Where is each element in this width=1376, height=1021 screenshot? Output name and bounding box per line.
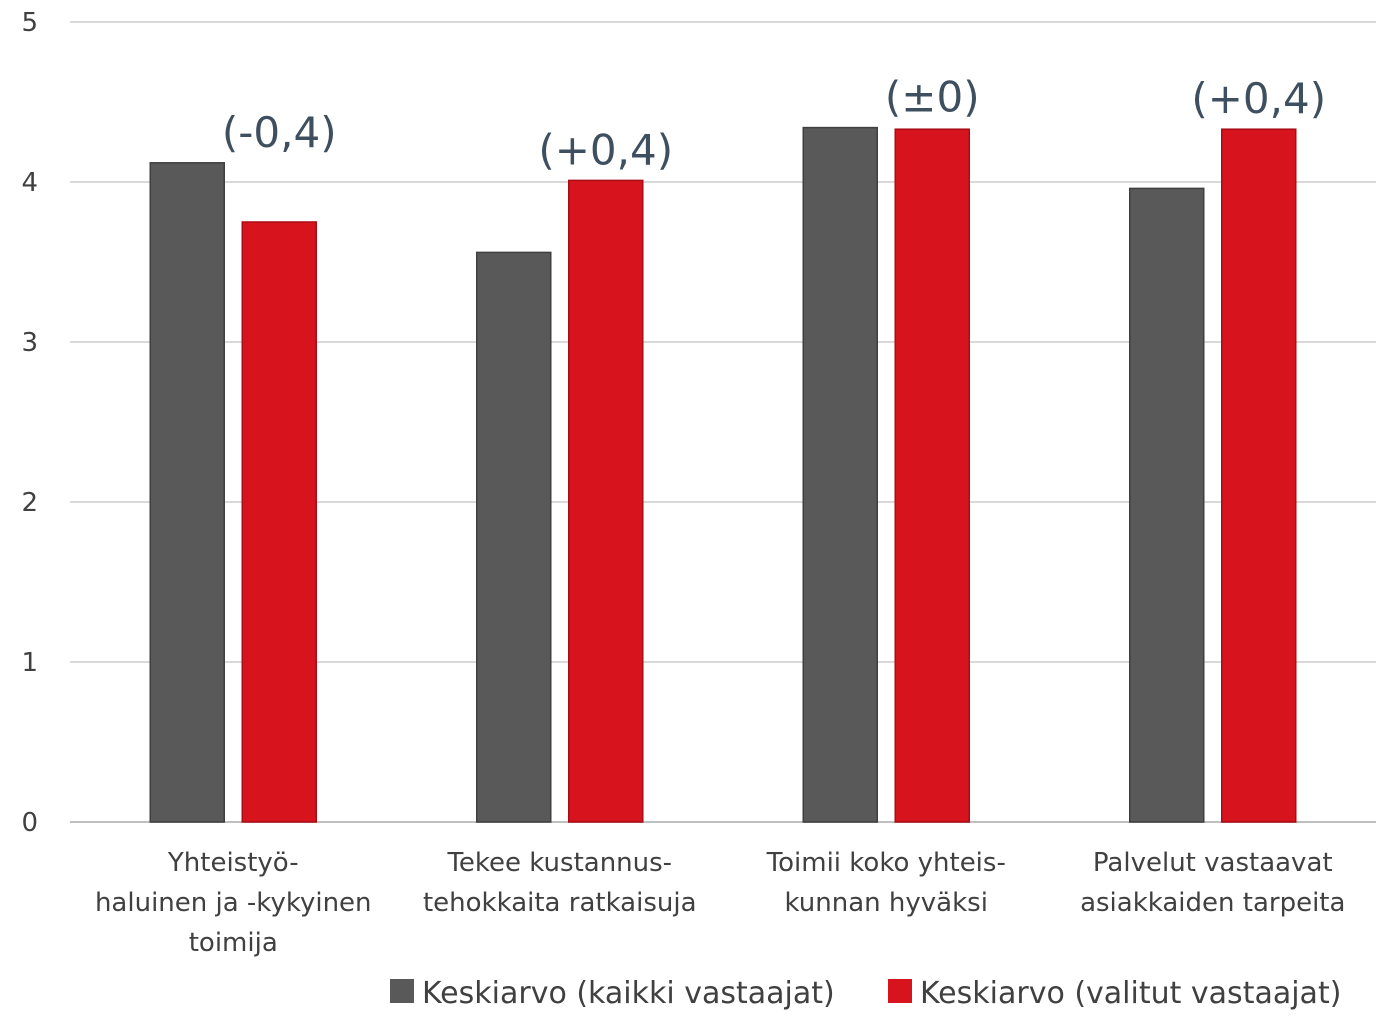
x-category-label: Palvelut vastaavat xyxy=(1093,848,1333,878)
legend-label: Keskiarvo (valitut vastaajat) xyxy=(920,976,1341,1011)
bar-all-respondents xyxy=(476,251,552,823)
x-category-label: haluinen ja -kykyinen xyxy=(95,888,372,918)
x-category-label: tehokkaita ratkaisuja xyxy=(423,888,697,918)
x-category-label: toimija xyxy=(189,928,278,958)
bars xyxy=(149,126,1297,823)
bar-all-respondents xyxy=(1129,187,1205,823)
x-category-label: kunnan hyväksi xyxy=(785,888,988,918)
x-category-label: Yhteistyö- xyxy=(167,848,299,878)
bar-selected-respondents xyxy=(894,128,970,823)
legend: Keskiarvo (kaikki vastaajat) Keskiarvo (v… xyxy=(390,976,1341,1011)
y-tick-label: 4 xyxy=(21,168,38,198)
y-tick-label: 1 xyxy=(21,648,38,678)
difference-annotation: (±0) xyxy=(885,73,980,122)
bar-annotations: (-0,4) (+0,4) (±0) (+0,4) xyxy=(222,73,1326,175)
y-tick-label: 0 xyxy=(21,808,38,838)
bar-all-respondents xyxy=(802,126,878,823)
x-category-label: asiakkaiden tarpeita xyxy=(1080,888,1345,918)
difference-annotation: (+0,4) xyxy=(1191,74,1326,123)
bar-all-respondents xyxy=(149,162,225,823)
y-tick-label: 2 xyxy=(21,488,38,518)
legend-swatch xyxy=(888,979,912,1003)
legend-swatch xyxy=(390,979,414,1003)
y-tick-label: 5 xyxy=(21,8,38,38)
x-category-label: Tekee kustannus- xyxy=(446,848,672,878)
bar-selected-respondents xyxy=(568,179,644,823)
legend-label: Keskiarvo (kaikki vastaajat) xyxy=(422,976,835,1011)
difference-annotation: (+0,4) xyxy=(538,125,673,174)
y-tick-label: 3 xyxy=(21,328,38,358)
x-axis: Yhteistyö-haluinen ja -kykyinen toimija Te… xyxy=(95,848,1345,958)
x-category-label: Toimii koko yhteis- xyxy=(766,848,1006,878)
y-axis: 0 1 2 3 4 5 xyxy=(21,8,38,838)
difference-annotation: (-0,4) xyxy=(222,108,337,157)
bar-selected-respondents xyxy=(1221,128,1297,823)
bar-selected-respondents xyxy=(241,221,317,823)
